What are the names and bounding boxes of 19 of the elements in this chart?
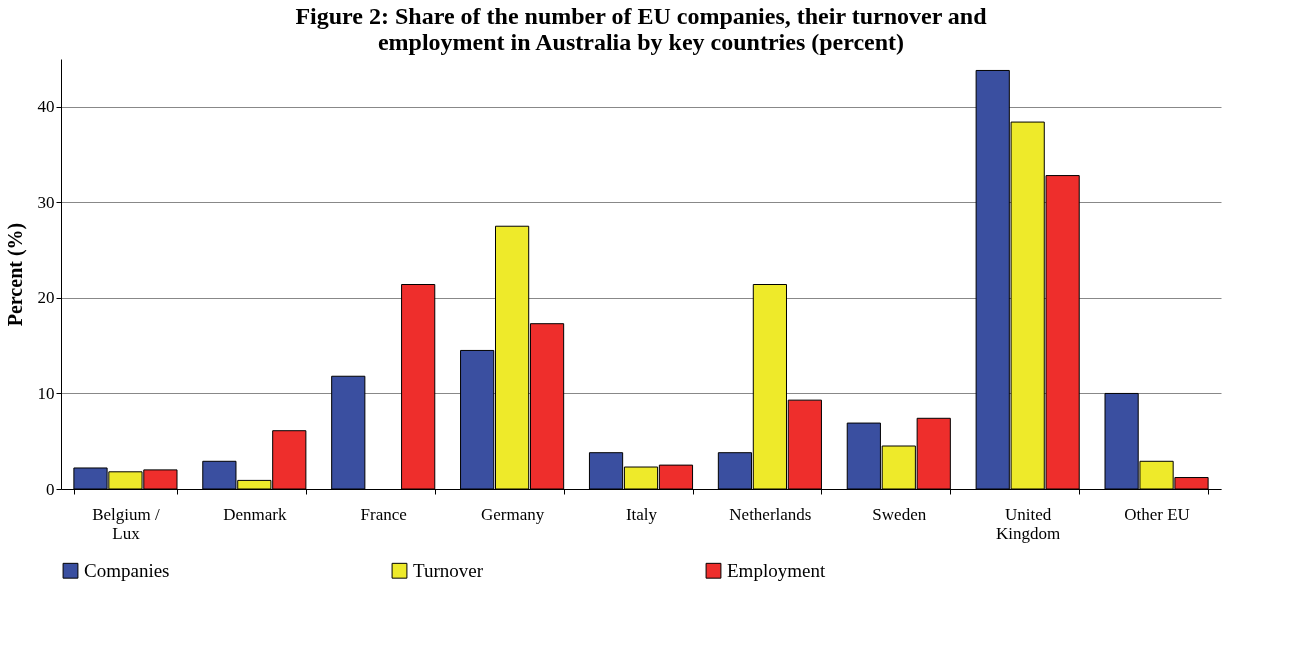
x-tick-label: Germany (480, 504, 545, 524)
x-tick-label: Italy (625, 504, 658, 524)
x-tick-label: Other EU (1124, 504, 1190, 524)
y-axis-title: Percent (%) (3, 222, 27, 327)
y-tick-label: 30 (37, 192, 55, 212)
x-tick-label: United Kingdom (996, 504, 1061, 543)
legend-label: Companies (84, 559, 170, 581)
legend-label: Employment (727, 559, 826, 581)
x-tick-label: France (360, 504, 407, 524)
x-tick-label: Sweden (872, 504, 927, 524)
y-tick-label: 0 (46, 479, 55, 499)
y-tick-label: 10 (37, 383, 55, 403)
chart-title: Figure 2: Share of the number of EU companies, their turnover and employment in Australia by key countries (percent) (295, 3, 988, 55)
y-tick-label: 40 (37, 97, 55, 117)
y-tick-label: 20 (37, 288, 55, 308)
legend-label: Turnover (413, 559, 484, 581)
x-tick-label: Belgium / Lux (92, 504, 160, 543)
x-tick-label: Denmark (223, 504, 287, 524)
x-tick-label: Netherlands (729, 504, 812, 524)
